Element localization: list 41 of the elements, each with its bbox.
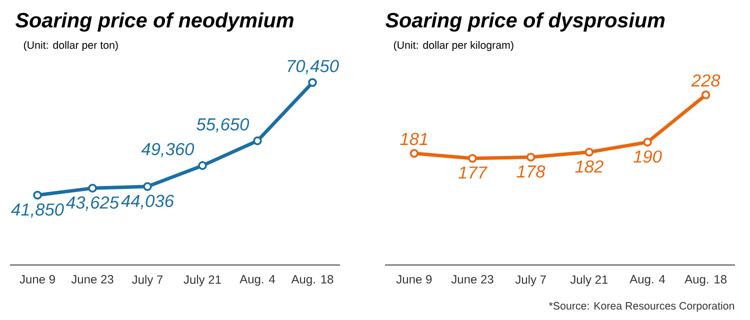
x-tick-label: Aug. 4 <box>240 275 276 286</box>
point <box>410 148 419 158</box>
point <box>701 90 710 100</box>
data-label: 43,625 <box>66 196 120 211</box>
point <box>33 190 42 200</box>
data-label: 177 <box>458 166 488 179</box>
x-tick-label: June 23 <box>71 275 114 284</box>
x-tick-label: Aug. 18 <box>291 275 334 286</box>
chart-title: Soaring price of neodymium <box>16 12 294 32</box>
data-label: 44,036 <box>121 194 174 210</box>
point <box>143 182 152 191</box>
data-label: 181 <box>400 132 428 146</box>
point <box>198 161 207 170</box>
x-tick-label: July 21 <box>184 275 221 286</box>
data-label: 55,650 <box>196 118 250 133</box>
x-tick-label: July 7 <box>515 275 546 286</box>
point <box>468 154 477 163</box>
chart-subtitle: (Unit: dollar per ton) <box>24 41 118 51</box>
point <box>584 148 594 157</box>
point <box>308 78 317 87</box>
data-label: 70,450 <box>288 60 339 74</box>
chart-subtitle: (Unit: dollar per kilogram) <box>394 41 514 51</box>
x-tick-label: June 23 <box>451 275 494 284</box>
point <box>526 152 536 162</box>
x-tick-label: July 7 <box>132 275 163 286</box>
x-tick-label: July 21 <box>570 275 608 286</box>
point <box>643 138 652 147</box>
x-tick-label: June 9 <box>396 275 432 284</box>
data-label: 49,360 <box>141 142 194 158</box>
data-label: 228 <box>691 74 720 87</box>
data-label: 178 <box>516 165 546 178</box>
data-label: 190 <box>633 150 662 163</box>
data-label: 41,850 <box>11 203 64 218</box>
data-label: 182 <box>575 160 604 173</box>
x-tick-label: June 9 <box>20 275 55 284</box>
text: *Source: Korea Resources Corporation <box>548 302 734 312</box>
point <box>88 184 97 193</box>
point <box>253 136 262 146</box>
chart-title: Soaring price of dysprosium <box>386 12 665 32</box>
x-tick-label: Aug. 18 <box>684 275 727 286</box>
x-tick-label: Aug. 4 <box>630 275 666 286</box>
